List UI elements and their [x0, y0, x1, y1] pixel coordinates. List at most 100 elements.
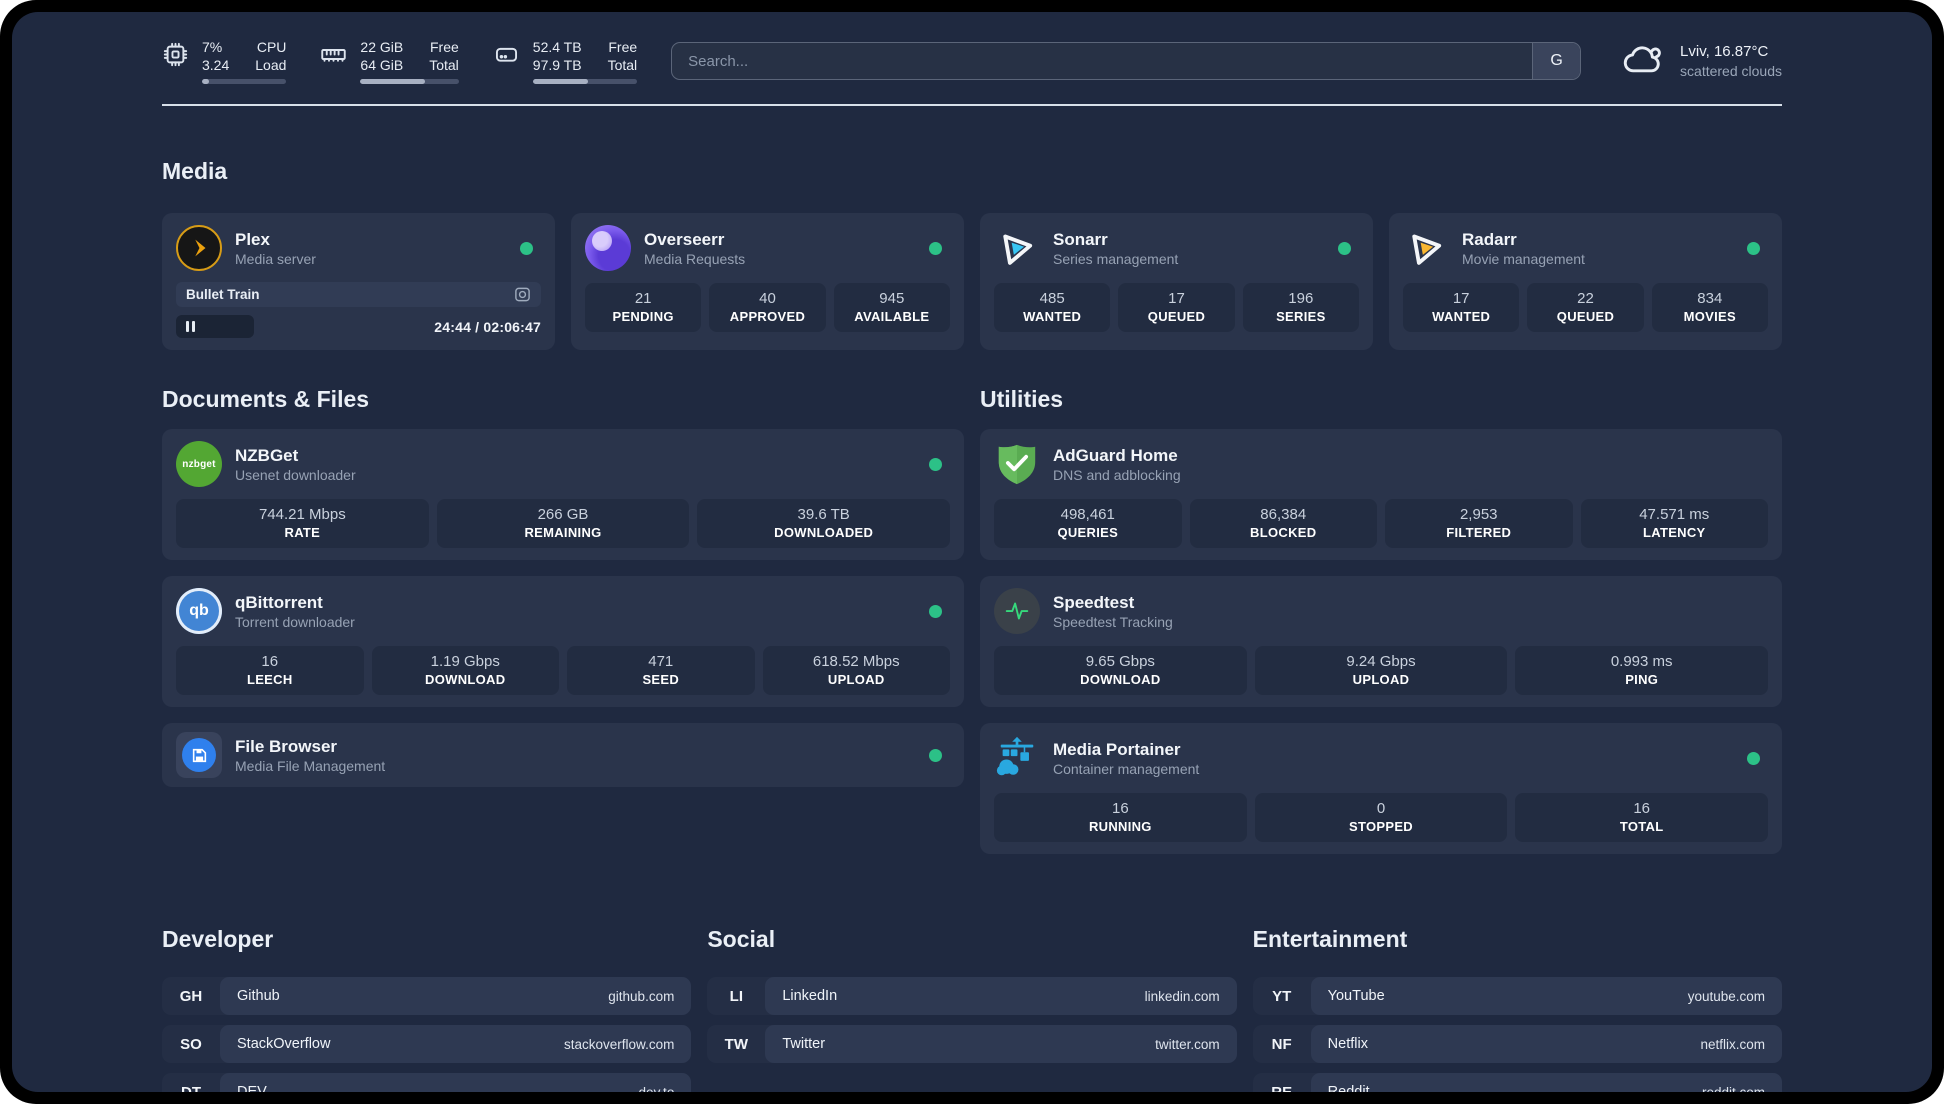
card-nzbget[interactable]: nzbget NZBGet Usenet downloader 744.21 M… — [162, 429, 964, 560]
bookmark-abbr: NF — [1271, 1035, 1292, 1053]
bookmark-name: DEV — [237, 1084, 267, 1092]
card-subtitle: Movie management — [1462, 250, 1585, 267]
stat-box: 39.6 TB DOWNLOADED — [697, 499, 951, 548]
disk-values: 52.4 TB 97.9 TB — [532, 39, 582, 73]
card-title: Overseerr — [644, 229, 725, 249]
bookmark-dev[interactable]: DT DEV dev.to — [162, 1073, 692, 1092]
status-online-dot — [929, 748, 942, 762]
memory-widget: 22 GiB 64 GiB Free Total — [320, 38, 459, 84]
stat-value: 485 — [1039, 290, 1065, 307]
card-title: NZBGet — [235, 445, 299, 465]
search-bar: G — [671, 42, 1582, 80]
stat-label: AVAILABLE — [854, 309, 930, 324]
camera-icon[interactable] — [514, 286, 531, 303]
bookmark-abbr: TW — [724, 1035, 748, 1053]
status-online-dot — [929, 604, 942, 618]
section-title-developer: Developer — [162, 926, 274, 952]
search-engine-button[interactable]: G — [1532, 43, 1581, 79]
sonarr-icon — [994, 225, 1040, 271]
media-cards-row: Plex Media server Bullet Train 24:4 — [162, 213, 1782, 350]
stat-label: MOVIES — [1683, 309, 1736, 324]
stat-label: PENDING — [612, 309, 674, 324]
stat-value: 39.6 TB — [797, 506, 850, 523]
weather-widget: Lviv, 16.87°C scattered clouds — [1621, 39, 1782, 84]
stat-box: 945 AVAILABLE — [833, 283, 950, 332]
utilities-column: Utilities AdGuard Home DNS and adblockin… — [980, 386, 1782, 870]
stat-label: QUERIES — [1057, 525, 1119, 540]
memory-icon — [320, 41, 347, 73]
stat-label: WANTED — [1023, 309, 1082, 324]
stat-value: 471 — [648, 653, 674, 670]
stat-box: 22 QUEUED — [1527, 283, 1644, 332]
card-overseerr[interactable]: Overseerr Media Requests 21 PENDING 40 A… — [571, 213, 964, 350]
bookmark-reddit[interactable]: RE Reddit reddit.com — [1252, 1073, 1782, 1092]
stat-box: 618.52 Mbps UPLOAD — [762, 646, 950, 695]
stat-value: 16 — [261, 653, 279, 670]
card-title: AdGuard Home — [1053, 445, 1178, 465]
stat-value: 16 — [1111, 800, 1129, 817]
bookmark-domain: stackoverflow.com — [564, 1036, 675, 1052]
card-speedtest[interactable]: Speedtest Speedtest Tracking 9.65 Gbps D… — [980, 576, 1782, 707]
bookmark-twitter[interactable]: TW Twitter twitter.com — [707, 1025, 1237, 1063]
topbar-divider — [162, 104, 1782, 106]
bookmark-youtube[interactable]: YT YouTube youtube.com — [1252, 977, 1782, 1015]
stat-box: 196 SERIES — [1242, 283, 1359, 332]
card-subtitle: Container management — [1053, 760, 1200, 777]
card-plex[interactable]: Plex Media server Bullet Train 24:4 — [162, 213, 555, 350]
stat-value: 17 — [1168, 290, 1185, 307]
bookmark-domain: twitter.com — [1155, 1036, 1220, 1052]
stat-label: RATE — [284, 525, 321, 540]
status-online-dot — [1747, 241, 1760, 255]
pause-button[interactable] — [176, 315, 254, 338]
stat-box: 16 RUNNING — [994, 793, 1247, 842]
stat-value: 9.24 Gbps — [1346, 653, 1416, 670]
stat-label: LEECH — [246, 672, 293, 687]
bookmark-group-social: Social LI LinkedIn linkedin.com TW Twitt… — [707, 926, 1237, 1092]
stat-box: 21 PENDING — [585, 283, 702, 332]
card-radarr[interactable]: Radarr Movie management 17 WANTED 22 QUE… — [1389, 213, 1782, 350]
bookmark-domain: youtube.com — [1687, 988, 1765, 1004]
disk-widget: 52.4 TB 97.9 TB Free Total — [493, 38, 638, 84]
plex-icon — [176, 225, 222, 271]
stat-box: 0.993 ms PING — [1515, 646, 1769, 695]
card-filebrowser[interactable]: File Browser Media File Management — [162, 723, 964, 787]
stat-value: 1.19 Gbps — [430, 653, 500, 670]
stat-box: 1.19 Gbps DOWNLOAD — [371, 646, 559, 695]
stat-box: 0 STOPPED — [1254, 793, 1508, 842]
section-title-entertainment: Entertainment — [1252, 926, 1408, 952]
stat-label: RUNNING — [1088, 819, 1152, 834]
bookmark-name: Twitter — [782, 1036, 826, 1052]
stat-value: 266 GB — [537, 506, 589, 523]
section-title-documents: Documents & Files — [162, 386, 370, 412]
cpu-usage-bar — [202, 79, 287, 84]
bookmark-abbr: GH — [179, 987, 203, 1005]
playback-time: 24:44 / 02:06:47 — [434, 318, 541, 335]
card-portainer[interactable]: Media Portainer Container management 16 … — [980, 723, 1782, 854]
weather-condition: scattered clouds — [1680, 63, 1782, 79]
bookmark-netflix[interactable]: NF Netflix netflix.com — [1252, 1025, 1782, 1063]
search-input[interactable] — [672, 43, 1533, 79]
stat-value: 744.21 Mbps — [258, 506, 346, 523]
weather-location-temp: Lviv, 16.87°C — [1680, 43, 1769, 60]
card-sonarr[interactable]: Sonarr Series management 485 WANTED 17 Q… — [980, 213, 1373, 350]
dashboard: 7% 3.24 CPU Load — [12, 12, 1932, 1092]
bookmark-abbr: SO — [180, 1035, 202, 1053]
bookmark-linkedin[interactable]: LI LinkedIn linkedin.com — [707, 977, 1237, 1015]
stat-label: TOTAL — [1619, 819, 1664, 834]
stat-label: REMAINING — [524, 525, 602, 540]
stat-label: SEED — [642, 672, 680, 687]
bookmark-stackoverflow[interactable]: SO StackOverflow stackoverflow.com — [162, 1025, 692, 1063]
card-subtitle: Torrent downloader — [235, 613, 355, 630]
stat-box: 86,384 BLOCKED — [1189, 499, 1377, 548]
stat-box: 485 WANTED — [994, 283, 1111, 332]
bookmark-github[interactable]: GH Github github.com — [162, 977, 692, 1015]
card-qbittorrent[interactable]: qb qBittorrent Torrent downloader 16 LEE… — [162, 576, 964, 707]
bookmark-domain: netflix.com — [1700, 1036, 1765, 1052]
card-title: qBittorrent — [235, 592, 323, 612]
bookmark-domain: github.com — [608, 988, 675, 1004]
stat-value: 0 — [1376, 800, 1386, 817]
stat-label: UPLOAD — [827, 672, 885, 687]
card-adguard[interactable]: AdGuard Home DNS and adblocking 498,461 … — [980, 429, 1782, 560]
section-title-utilities: Utilities — [980, 386, 1064, 412]
